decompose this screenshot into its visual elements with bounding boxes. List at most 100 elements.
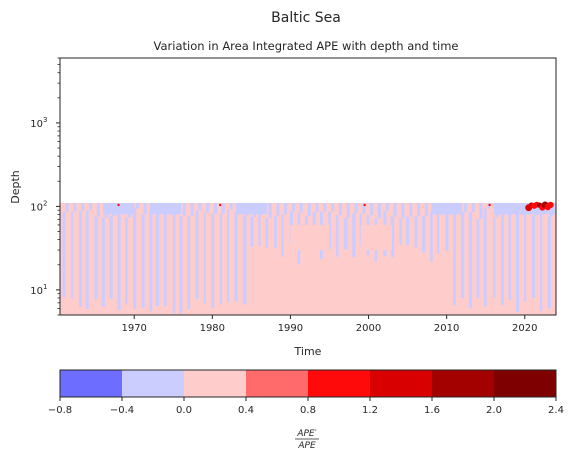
field-bottom-negative [213, 202, 218, 214]
field-stripe-negative [179, 216, 183, 314]
field-bottom-negative [182, 202, 186, 217]
field-band-negative [431, 202, 463, 215]
field-bottom-negative [479, 202, 483, 219]
field-stripe-negative [226, 209, 230, 303]
x-tick-label: 2020 [512, 323, 537, 334]
field-hotspot [363, 203, 366, 207]
field-stripe-negative [523, 209, 527, 302]
field-bottom-negative [471, 202, 475, 213]
field-bottom-negative [409, 202, 413, 217]
field-bottom-negative [276, 202, 280, 216]
field-hotspot [488, 203, 491, 207]
field-bottom-negative [315, 202, 319, 212]
field-stripe-negative [187, 215, 191, 310]
field-stripe-negative [242, 215, 247, 305]
field-hotspot [117, 203, 120, 207]
field-stripe-negative [78, 211, 83, 308]
field-bottom-negative [323, 202, 327, 212]
field-bottom-negative [284, 202, 288, 215]
field-stripe-negative [476, 218, 480, 298]
x-tick-label: 2010 [434, 323, 459, 334]
field-stripe-negative [359, 213, 362, 247]
field-stripe-negative [117, 214, 121, 311]
field-stripe-negative [445, 213, 449, 251]
field-stripe-negative [211, 213, 215, 308]
field-stripe-negative [265, 218, 269, 248]
colorbar-tick-label: −0.4 [110, 405, 134, 416]
field-bottom-negative [463, 202, 467, 213]
field-bottom-negative [268, 202, 272, 219]
field-bottom-negative [385, 202, 389, 211]
colorbar-segment [246, 370, 308, 397]
y-tick-label: 10 [30, 202, 43, 213]
field-bottom-negative [393, 202, 397, 217]
field-stripe-negative [422, 215, 426, 253]
field-stripe-negative [414, 216, 418, 248]
y-tick-exponent: 1 [43, 283, 47, 291]
field-stripe-negative [274, 215, 277, 248]
colorbar-segment [122, 370, 184, 397]
colorbar-tick-label: 0.4 [238, 405, 254, 416]
plot-frame [59, 57, 557, 316]
field-bottom-negative [362, 202, 366, 214]
field-bottom-negative [307, 202, 311, 217]
field-bottom-negative [190, 202, 194, 216]
colorbar-tick-label: 1.2 [362, 405, 378, 416]
field-stripe-negative [258, 212, 261, 246]
x-tick-label: 1980 [200, 323, 225, 334]
chart-title: Variation in Area Integrated APE with de… [154, 39, 459, 53]
field-bottom-negative [229, 202, 233, 210]
field-stripe-negative [406, 216, 410, 245]
field-stripe-negative [109, 215, 113, 299]
field-bottom-negative [88, 202, 93, 211]
colorbar-segment [432, 370, 494, 397]
field-stripe-negative [141, 214, 145, 308]
field-stripe-negative [492, 217, 496, 298]
field-stripe-negative [399, 218, 402, 245]
field-bottom-negative [65, 202, 69, 212]
field-bottom-negative [346, 202, 350, 218]
field-bottom-negative [135, 202, 139, 209]
heatmap-field [60, 201, 561, 315]
colorbar-tick-label: −0.8 [48, 405, 72, 416]
colorbar-tick-label: 2.0 [486, 405, 502, 416]
field-stripe-negative [203, 212, 206, 304]
field-band-positive [360, 224, 392, 251]
field-stripe-negative [500, 211, 505, 305]
field-stripe-negative [460, 212, 465, 298]
field-bottom-negative [370, 202, 374, 216]
field-stripe-negative [195, 210, 199, 300]
colorbar-label-numerator: APE′ [296, 429, 316, 439]
y-tick-exponent: 2 [43, 199, 47, 207]
suptitle: Baltic Sea [271, 10, 341, 26]
field-stripe-negative [101, 217, 105, 307]
field-bottom-negative [558, 203, 561, 215]
colorbar [60, 370, 556, 397]
field-stripe-negative [515, 212, 519, 312]
field-stripe-negative [124, 217, 128, 305]
field-band-positive [290, 224, 330, 251]
field-stripe-negative [163, 211, 167, 307]
x-tick-label: 1990 [278, 323, 303, 334]
field-bottom-negative [338, 202, 342, 216]
field-bottom-negative [416, 202, 421, 217]
field-bottom-negative [299, 202, 303, 213]
field-stripe-negative [483, 208, 487, 307]
colorbar-axis: −0.8 −0.4 0.0 0.4 0.8 1.2 1.6 2.0 2.4 [48, 397, 564, 416]
colorbar-tick-label: 2.4 [548, 405, 564, 416]
field-band-negative [235, 202, 267, 215]
field-stripe-negative [70, 211, 74, 299]
colorbar-tick-label: 0.0 [176, 405, 192, 416]
field-bottom-negative [401, 202, 405, 219]
x-axis-label: Time [294, 345, 322, 358]
field-stripe-negative [250, 216, 254, 247]
field-stripe-negative [328, 211, 331, 250]
y-tick-exponent: 3 [43, 116, 47, 124]
field-bottom-negative [377, 202, 382, 219]
field-bottom-negative [81, 202, 85, 212]
colorbar-tick-label: 0.8 [300, 405, 316, 416]
field-stripe-negative [453, 212, 456, 306]
field-bottom-negative [143, 202, 147, 215]
